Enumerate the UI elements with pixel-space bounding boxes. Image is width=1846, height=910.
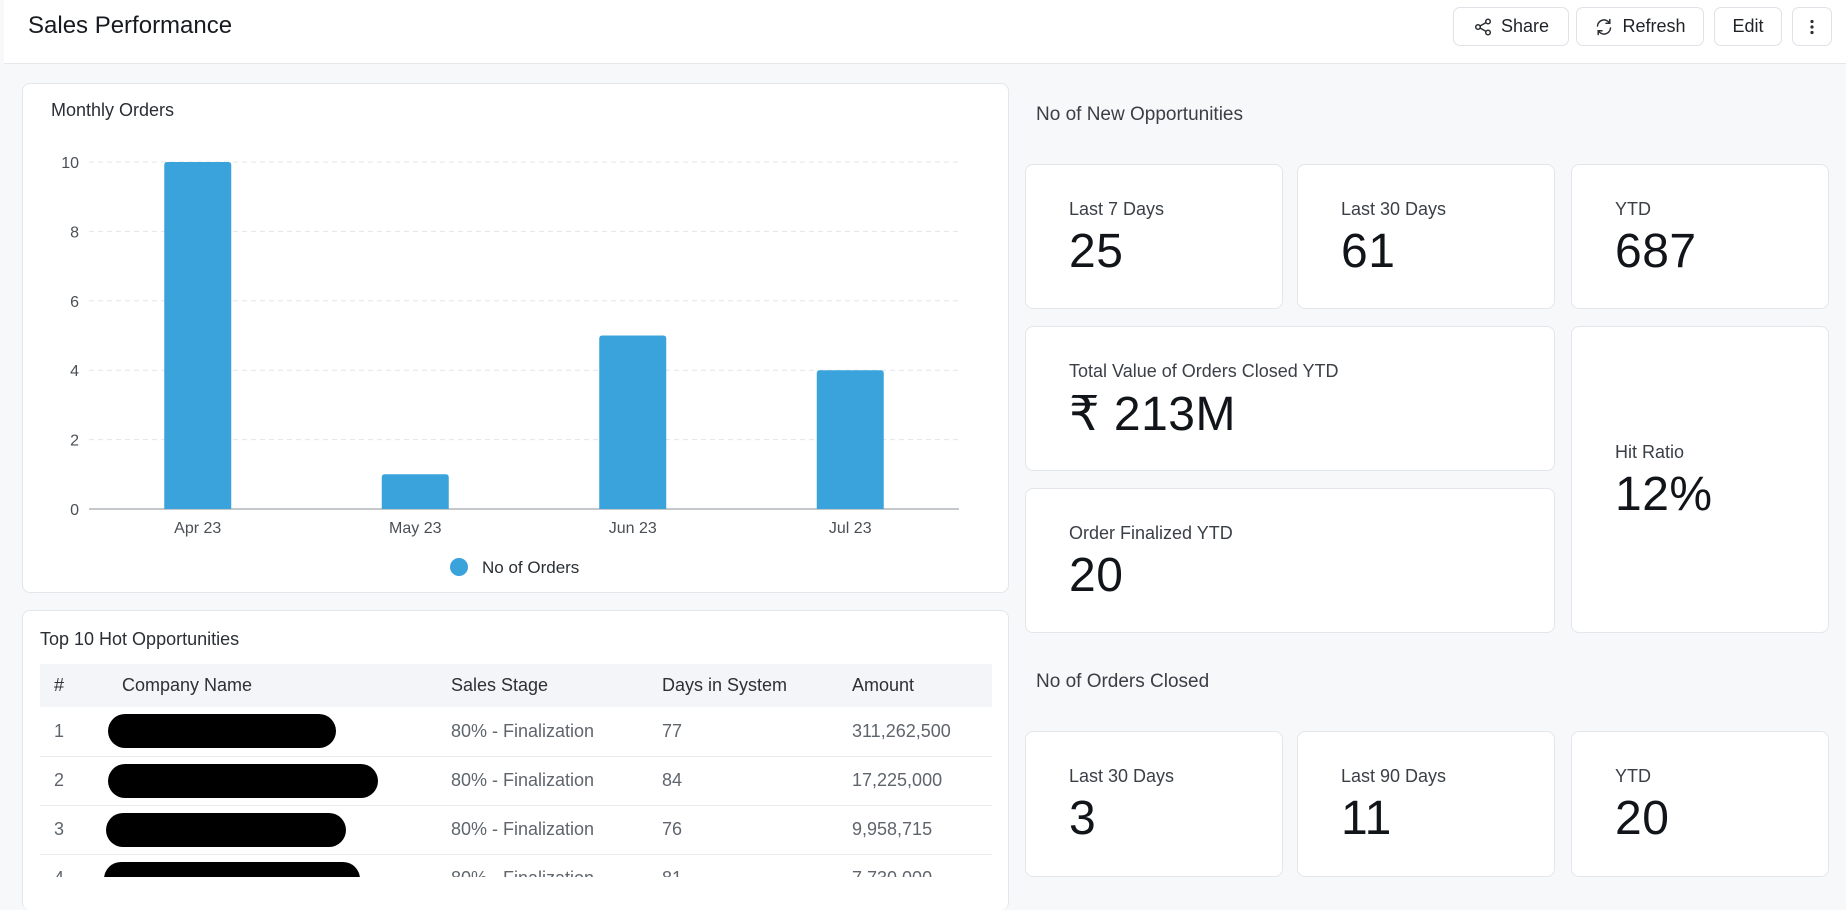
table-row[interactable]: 1 80% - Finalization 77 311,262,500 <box>40 707 992 757</box>
edit-button[interactable]: Edit <box>1714 7 1782 46</box>
refresh-label: Refresh <box>1622 16 1686 36</box>
redaction-mark <box>108 763 378 798</box>
share-button[interactable]: Share <box>1453 7 1569 46</box>
order-finalized-card: Order Finalized YTD 20 <box>1025 488 1555 633</box>
cell-stage: 80% - Finalization <box>437 805 648 855</box>
more-vertical-icon <box>1810 19 1814 34</box>
cell-days: 84 <box>648 756 838 806</box>
stat-card-closed-last-90-days: Last 90 Days 11 <box>1297 731 1555 877</box>
stat-label: Last 30 Days <box>1341 199 1447 219</box>
table-row[interactable]: 2 80% - Finalization 84 17,225,000 <box>40 756 992 806</box>
x-tick-label: Jul 23 <box>829 520 872 537</box>
col-header-stage[interactable]: Sales Stage <box>451 675 549 695</box>
x-tick-label: May 23 <box>389 520 442 537</box>
share-icon <box>1474 17 1492 36</box>
redaction-mark <box>108 714 336 749</box>
cell-num: 2 <box>40 756 108 806</box>
stat-card-ytd: YTD 687 <box>1571 164 1829 309</box>
cell-stage: 80% - Finalization <box>437 756 648 806</box>
col-header-company[interactable]: Company Name <box>122 675 253 695</box>
stat-label: Last 30 Days <box>1069 766 1175 786</box>
cell-days: 76 <box>648 805 838 855</box>
y-tick-label: 10 <box>61 155 79 172</box>
table-row[interactable]: 3 80% - Finalization 76 9,958,715 <box>40 805 992 855</box>
cell-company-redacted <box>104 854 437 877</box>
stat-label: Hit Ratio <box>1615 442 1685 462</box>
stat-card-closed-last-30-days: Last 30 Days 3 <box>1025 731 1283 877</box>
page-title: Sales Performance <box>28 12 233 39</box>
cell-amount: 9,958,715 <box>838 805 992 855</box>
stat-label: YTD <box>1615 199 1651 219</box>
legend-marker <box>450 558 468 576</box>
cell-company-redacted <box>108 707 437 757</box>
cell-days: 81 <box>648 854 838 877</box>
y-tick-label: 6 <box>70 294 79 311</box>
stat-label: Order Finalized YTD <box>1069 523 1233 543</box>
stat-value: 61 <box>1341 225 1396 278</box>
y-tick-label: 0 <box>70 502 79 519</box>
stat-label: YTD <box>1615 766 1651 786</box>
stat-label: Last 7 Days <box>1069 199 1165 219</box>
stat-label: Last 90 Days <box>1341 766 1447 786</box>
stat-card-closed-ytd: YTD 20 <box>1571 731 1829 877</box>
top-bar: Sales Performance Share Refresh Edit <box>4 0 1846 64</box>
more-options-button[interactable] <box>1792 7 1832 46</box>
cell-days: 77 <box>648 707 838 757</box>
stat-value: 11 <box>1341 792 1392 845</box>
stat-label: Total Value of Orders Closed YTD <box>1069 361 1339 381</box>
hot-opportunities-table: # Company Name Sales Stage Days in Syste… <box>40 664 992 877</box>
monthly-orders-chart: 0 2 4 6 8 10 Apr 23 May 23 Jun 23 Jul 23 No of Ord… <box>61 155 959 577</box>
cell-num: 4 <box>40 854 108 877</box>
cell-amount: 7,730,000 <box>838 854 992 877</box>
cell-num: 1 <box>40 707 108 757</box>
monthly-orders-title: Monthly Orders <box>51 100 175 120</box>
bar <box>816 370 884 509</box>
col-header-days[interactable]: Days in System <box>662 675 788 695</box>
cell-company-redacted <box>106 805 437 855</box>
cell-num: 3 <box>40 805 108 855</box>
y-tick-label: 4 <box>70 363 79 380</box>
new-opportunities-title: No of New Opportunities <box>1036 104 1243 125</box>
table-row[interactable]: 4 80% - Finalization 81 7,730,000 <box>40 854 992 877</box>
bar <box>381 474 449 509</box>
stat-value: 25 <box>1069 225 1124 278</box>
monthly-orders-card: Monthly Orders 0 2 4 6 8 10 Apr 23 May 23 Jun 23… <box>22 83 1009 593</box>
cell-stage: 80% - Finalization <box>437 707 648 757</box>
stat-value: 687 <box>1615 225 1697 278</box>
refresh-icon <box>1597 18 1612 35</box>
redaction-mark <box>104 861 360 877</box>
hot-opportunities-title: Top 10 Hot Opportunities <box>40 629 240 649</box>
y-tick-label: 8 <box>70 224 79 241</box>
hit-ratio-card: Hit Ratio 12% <box>1571 326 1829 633</box>
orders-closed-title: No of Orders Closed <box>1036 671 1210 692</box>
refresh-button[interactable]: Refresh <box>1576 7 1704 46</box>
bar <box>599 335 667 509</box>
stat-value: 12% <box>1615 468 1713 521</box>
redaction-mark <box>106 812 346 847</box>
legend-label: No of Orders <box>482 558 579 577</box>
share-label: Share <box>1500 16 1550 36</box>
cell-stage: 80% - Finalization <box>437 854 648 877</box>
edit-label: Edit <box>1732 16 1764 36</box>
stat-value: 20 <box>1069 549 1124 602</box>
cell-company-redacted <box>108 756 437 806</box>
cell-amount: 17,225,000 <box>838 756 992 806</box>
stat-value: 3 <box>1069 792 1097 845</box>
col-header-amount[interactable]: Amount <box>852 675 915 695</box>
total-value-card: Total Value of Orders Closed YTD ₹ 213M <box>1025 326 1555 471</box>
x-tick-label: Jun 23 <box>609 520 657 537</box>
cell-amount: 311,262,500 <box>838 707 992 757</box>
stat-card-last-7-days: Last 7 Days 25 <box>1025 164 1283 309</box>
x-tick-label: Apr 23 <box>174 520 221 537</box>
stat-value: ₹ 213M <box>1069 388 1236 441</box>
y-tick-label: 2 <box>70 433 79 450</box>
table-header-row: # Company Name Sales Stage Days in Syste… <box>40 664 992 707</box>
stat-card-last-30-days: Last 30 Days 61 <box>1297 164 1555 309</box>
bar <box>164 162 232 509</box>
stat-value: 20 <box>1615 792 1670 845</box>
col-header-num[interactable]: # <box>54 675 65 695</box>
